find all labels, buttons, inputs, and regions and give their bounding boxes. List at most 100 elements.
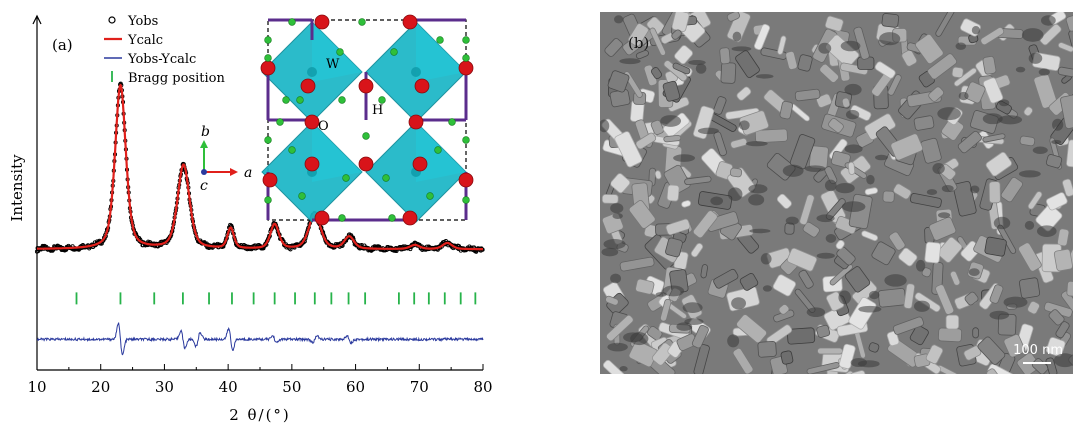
pore (816, 214, 835, 223)
crystal-structure-inset: W O Ha b c (200, 14, 474, 226)
pore (993, 216, 1011, 230)
platelet (1046, 192, 1068, 211)
xrd-refinement-chart: 10 20 30 40 50 60 70 80 (a) Intensity 2 θ/(°) Y… (8, 14, 493, 424)
pore (998, 99, 1010, 107)
platelet (614, 131, 643, 168)
pore (662, 285, 685, 297)
platelet (989, 284, 1004, 304)
pore (1018, 170, 1041, 178)
pore (971, 26, 981, 35)
platelet (1018, 277, 1041, 299)
oxygen-atom (260, 60, 276, 76)
platelet (982, 55, 997, 75)
pore (824, 179, 837, 192)
platelet (1023, 106, 1033, 117)
platelet (871, 241, 896, 266)
pore (739, 120, 750, 131)
platelet (736, 86, 752, 101)
platelet (690, 242, 704, 258)
platelet (772, 274, 796, 297)
pore (676, 322, 693, 331)
calculated-line (37, 83, 483, 251)
pore (614, 15, 624, 24)
scale-bar (1023, 362, 1051, 364)
platelet (886, 331, 900, 347)
platelet (736, 314, 767, 344)
pore (858, 305, 882, 313)
platelet (849, 370, 869, 374)
pore (982, 113, 1003, 125)
pore (874, 154, 888, 161)
pore (748, 194, 765, 206)
panel-label-b: (b) (628, 34, 650, 52)
pore (695, 63, 707, 74)
pore (969, 185, 980, 194)
pore (682, 302, 703, 313)
pore (838, 290, 851, 305)
oxygen-atom (304, 156, 320, 172)
platelet (1062, 178, 1073, 197)
platelet (754, 128, 788, 144)
platelet (787, 247, 818, 272)
platelet (720, 62, 737, 84)
platelet (913, 115, 935, 131)
pore (850, 358, 868, 368)
platelet (817, 347, 843, 355)
platelet (953, 67, 977, 87)
pore (926, 189, 938, 196)
tungsten-atom (307, 67, 317, 77)
platelet (794, 88, 821, 102)
hydrogen-atom (296, 96, 304, 104)
platelet (797, 54, 813, 72)
pore (1040, 15, 1056, 26)
platelet (780, 350, 794, 365)
pore (601, 247, 619, 257)
platelet (605, 295, 619, 306)
platelet (925, 344, 944, 365)
hydrogen-atom (462, 196, 470, 204)
platelet (887, 74, 902, 96)
platelet (635, 49, 649, 60)
platelet (1027, 300, 1040, 315)
pore (710, 196, 724, 206)
platelet (841, 97, 851, 108)
platelet (850, 104, 872, 121)
hydrogen-atom (448, 118, 456, 126)
hydrogen-atom (288, 18, 296, 26)
pore (760, 253, 772, 265)
hydrogen-atom (336, 48, 344, 56)
platelet (835, 240, 845, 250)
platelet (839, 62, 869, 76)
platelet (786, 327, 816, 345)
platelet (890, 133, 924, 161)
platelet (802, 221, 820, 238)
platelet (651, 342, 674, 366)
platelet (868, 342, 880, 353)
x-tick-label: 70 (410, 378, 429, 396)
platelet (844, 266, 871, 293)
hydrogen-atom (288, 146, 296, 154)
pore (998, 115, 1023, 125)
hydrogen-atom (264, 196, 272, 204)
platelet (848, 297, 877, 330)
pore (938, 212, 951, 219)
axis-label-b: b (201, 124, 210, 140)
hydrogen-atom (382, 174, 390, 182)
pore (731, 297, 747, 310)
platelet (920, 137, 942, 164)
platelet (719, 47, 731, 65)
hydrogen-atom (358, 18, 366, 26)
pore (607, 342, 628, 352)
platelet (1000, 177, 1023, 203)
platelet (829, 263, 853, 286)
b-axis-head (200, 140, 208, 148)
platelet (836, 246, 856, 266)
hydrogen-atom (298, 192, 306, 200)
platelet (602, 359, 625, 374)
platelet (1035, 204, 1063, 232)
axis-label-a: a (244, 165, 252, 181)
x-tick-label: 20 (91, 378, 110, 396)
oxygen-atom (262, 172, 278, 188)
platelet (986, 368, 1003, 374)
platelet (892, 316, 924, 335)
